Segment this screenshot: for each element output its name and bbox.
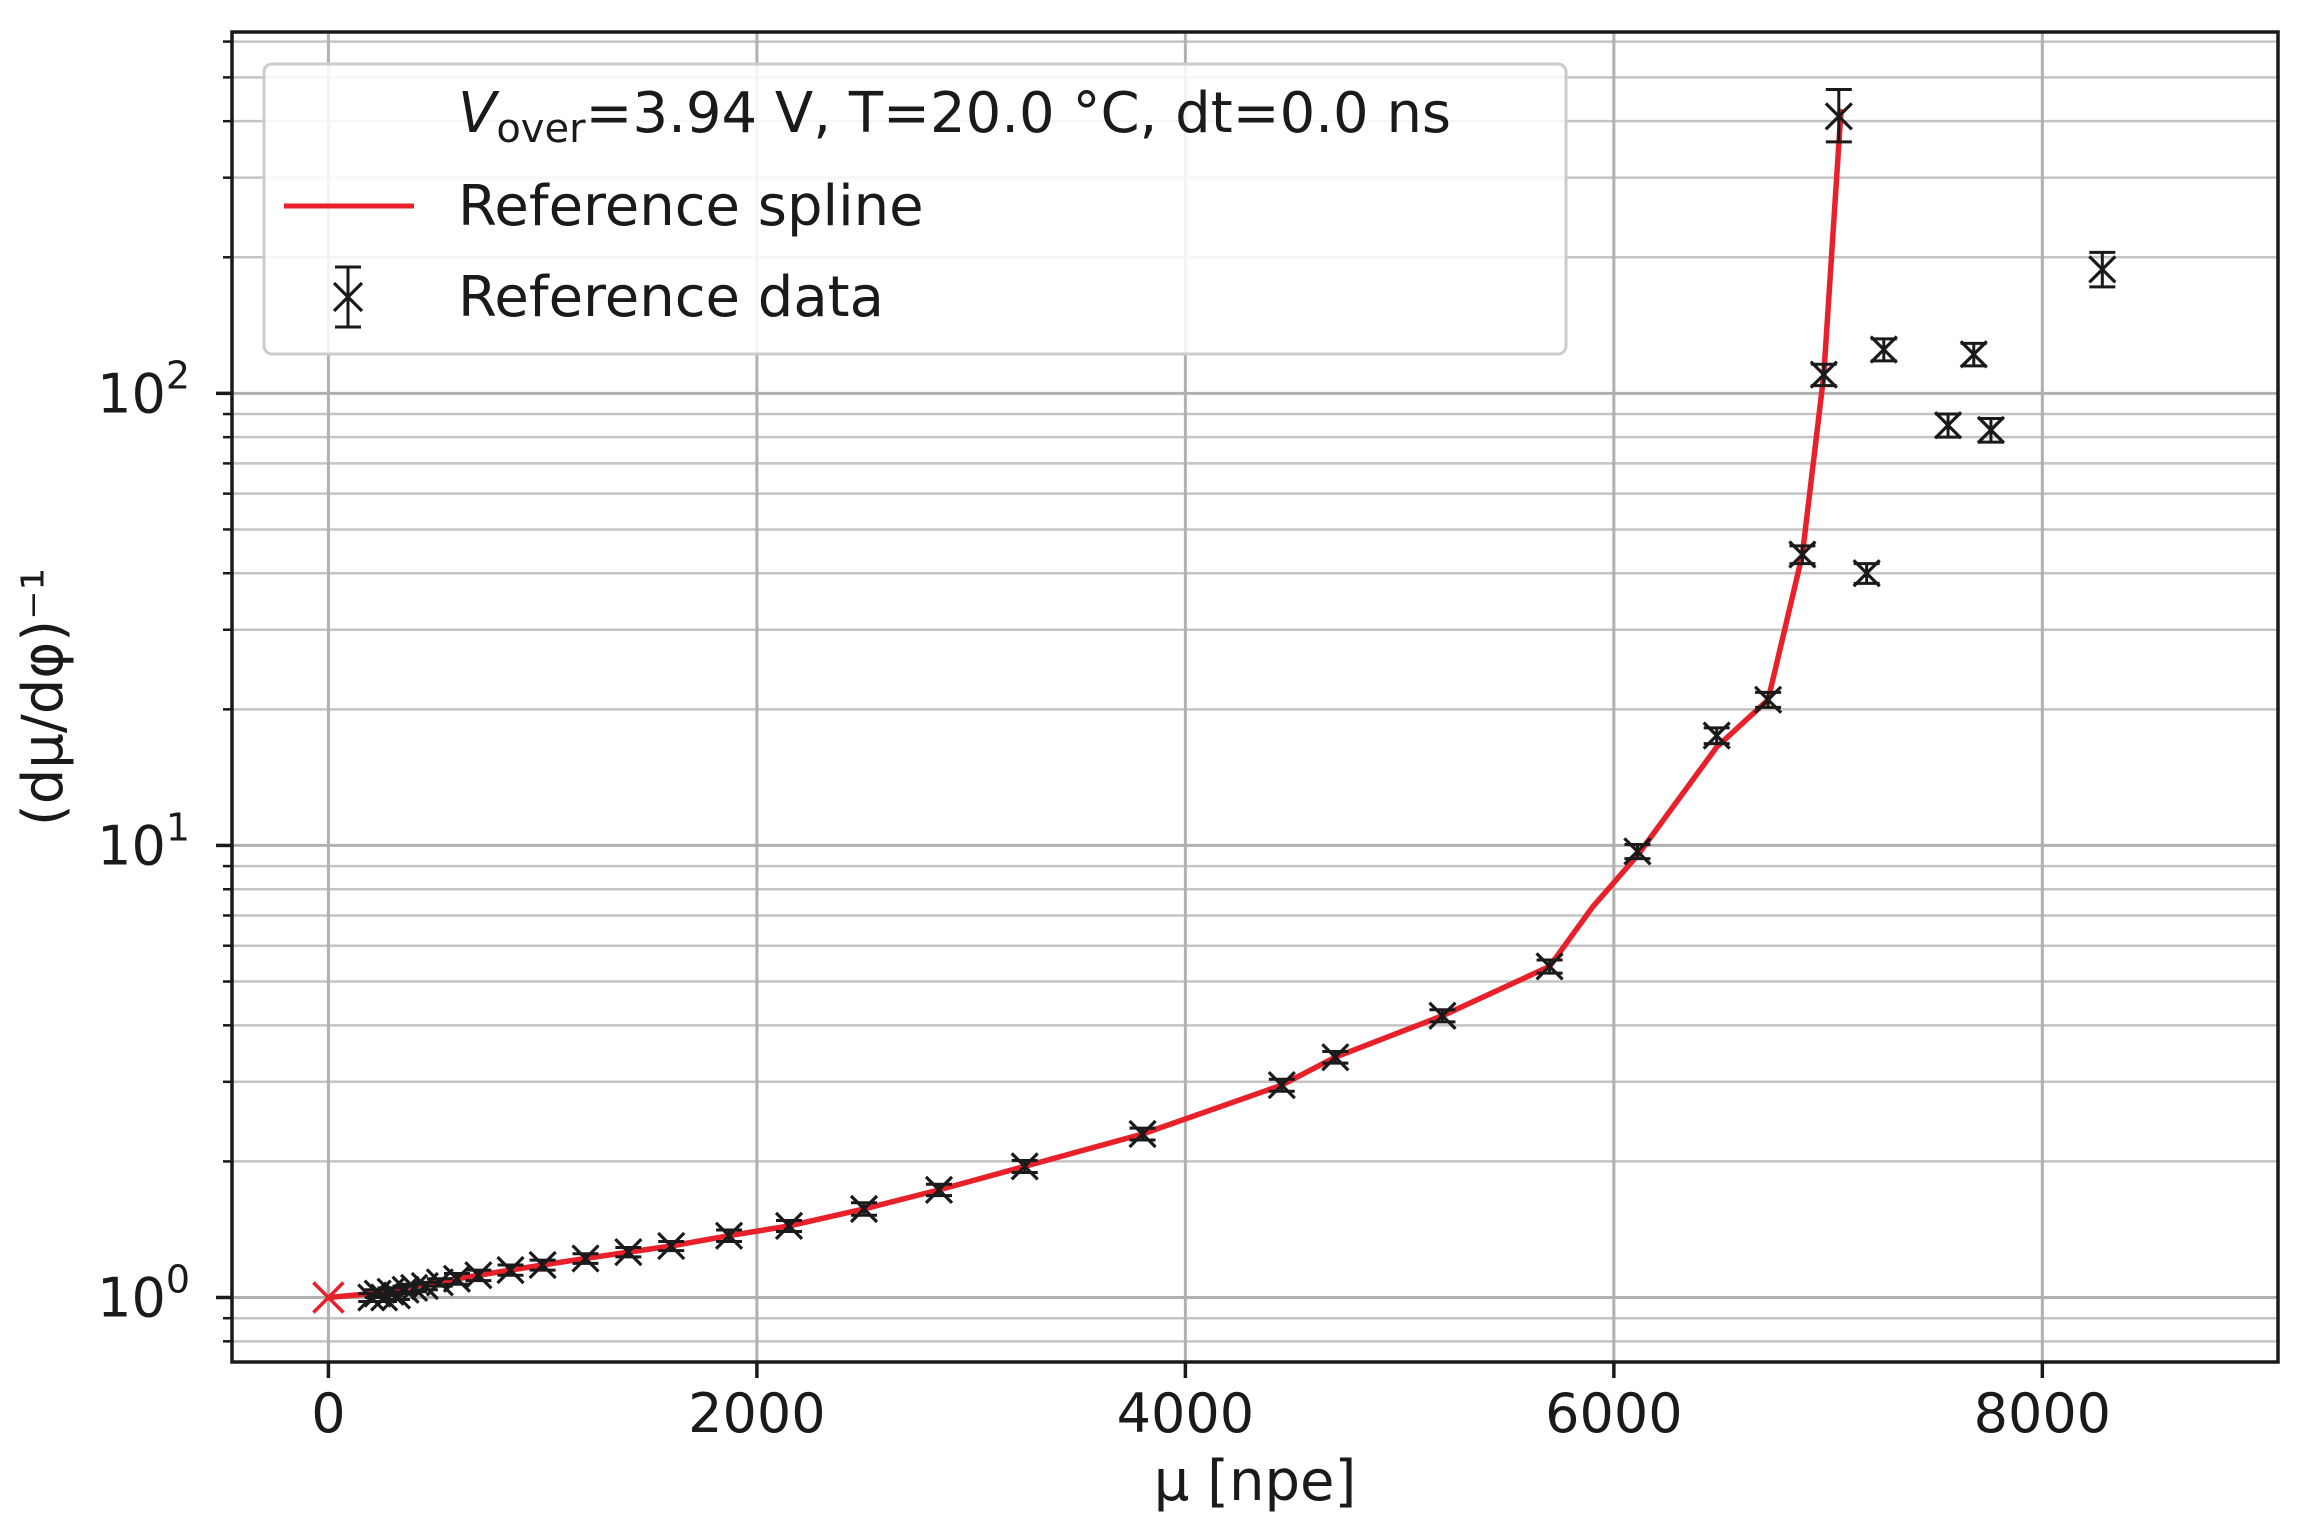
data-marker (1824, 102, 1853, 131)
data-point (571, 1244, 600, 1273)
data-marker (1788, 540, 1817, 569)
x-tick-label: 6000 (1545, 1382, 1682, 1445)
legend-spline-label: Reference spline (458, 174, 924, 239)
data-point (774, 1211, 804, 1241)
x-axis-label: μ [npe] (1154, 1449, 1357, 1514)
data-point (849, 1194, 879, 1224)
axis-ticks: 100 101 102 0 2000 4000 6000 8000 (97, 40, 2111, 1445)
legend-title: Vover=3.94 V, T=20.0 °C, dt=0.0 ns (458, 81, 1451, 152)
legend-title-symbol: V (458, 81, 500, 146)
data-marker (464, 1261, 493, 1290)
legend-data-label: Reference data (458, 265, 884, 330)
plot-frame (230, 30, 2280, 1364)
data-marker (657, 1231, 686, 1261)
data-marker (1753, 685, 1783, 714)
data-point (1976, 415, 2006, 445)
data-point (464, 1261, 493, 1290)
data-point (614, 1237, 643, 1267)
data-marker (1321, 1043, 1350, 1072)
legend-data-swatch (332, 265, 364, 329)
data-marker (1267, 1070, 1296, 1100)
data-marker (849, 1194, 879, 1224)
data-point (1702, 721, 1731, 750)
data-marker (1428, 1001, 1457, 1030)
data-point (1428, 1001, 1457, 1030)
data-marker (399, 1273, 429, 1303)
x-tick-label: 2000 (688, 1382, 825, 1445)
data-marker (1128, 1119, 1157, 1149)
legend-title-subscript: over (496, 106, 586, 152)
data-marker (2088, 255, 2117, 284)
y-tick-label: 102 (97, 353, 190, 425)
data-point (2088, 250, 2117, 289)
data-marker (571, 1244, 600, 1273)
data-marker (1933, 411, 1963, 440)
data-marker (614, 1237, 643, 1267)
data-marker (774, 1211, 804, 1241)
data-point (1623, 837, 1652, 866)
data-point (1933, 411, 1963, 440)
data-point (1869, 335, 1898, 364)
data-marker (1010, 1152, 1039, 1181)
data-point (496, 1255, 525, 1285)
x-tick-label: 8000 (1974, 1382, 2111, 1445)
data-marker (1809, 360, 1838, 389)
data-marker (496, 1255, 525, 1285)
data-marker (714, 1221, 744, 1250)
data-point (1321, 1043, 1350, 1072)
data-marker (1702, 721, 1731, 750)
legend: Vover=3.94 V, T=20.0 °C, dt=0.0 ns Refer… (262, 62, 1568, 356)
data-marker (1852, 559, 1881, 588)
data-point (1535, 952, 1564, 981)
data-point (1852, 559, 1881, 588)
data-marker (1869, 335, 1898, 364)
data-marker (528, 1250, 557, 1280)
reference-data-series (357, 88, 2117, 1312)
data-marker (924, 1175, 954, 1205)
data-point (528, 1250, 557, 1280)
y-tick-label: 100 (97, 1258, 190, 1330)
data-point (1824, 88, 1853, 144)
origin-marker (312, 1281, 345, 1314)
x-tick-label: 0 (311, 1382, 345, 1445)
data-point (1010, 1152, 1039, 1181)
data-point (714, 1221, 744, 1250)
data-marker (1535, 952, 1564, 981)
data-point (924, 1175, 954, 1205)
data-marker (1623, 837, 1652, 866)
data-point (1267, 1070, 1296, 1100)
data-marker (1976, 415, 2006, 445)
x-tick-label: 4000 (1117, 1382, 1254, 1445)
data-point (657, 1231, 686, 1261)
legend-data-marker (332, 281, 364, 313)
data-marker (1959, 340, 1988, 369)
data-point (1788, 540, 1817, 569)
y-tick-label: 101 (97, 805, 190, 877)
data-point (1809, 360, 1838, 389)
data-point (1753, 685, 1783, 714)
origin-marker-group (312, 1281, 345, 1314)
legend-box (262, 62, 1568, 356)
data-point (1128, 1119, 1157, 1149)
data-point (1959, 340, 1988, 369)
legend-title-rest: =3.94 V, T=20.0 °C, dt=0.0 ns (586, 81, 1452, 146)
y-axis-label: (dμ/dφ)⁻¹ (11, 568, 76, 826)
